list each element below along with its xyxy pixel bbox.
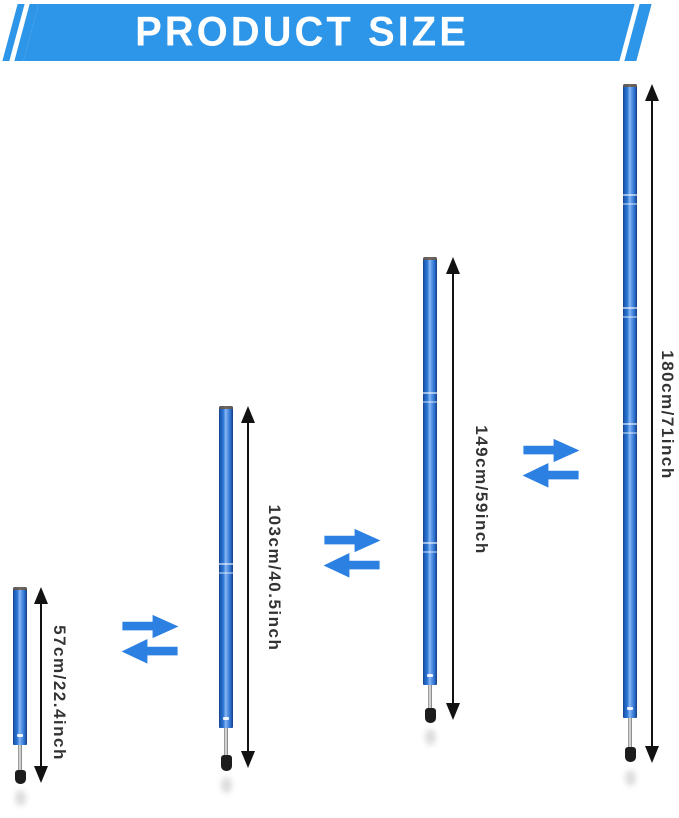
pole-rubber-tip xyxy=(221,755,232,771)
pole-rubber-tip xyxy=(15,770,26,784)
pole-logo-mark xyxy=(223,717,229,720)
size-label-57cm: 57cm/22.4inch xyxy=(50,625,69,761)
size-label-103cm: 103cm/40.5inch xyxy=(265,504,284,652)
pole-103cm xyxy=(219,406,233,728)
pole-bottom-rod xyxy=(428,685,432,710)
pole-57cm xyxy=(13,587,27,745)
pole-bottom-rod xyxy=(18,745,22,772)
pole-bottom-rod xyxy=(628,718,632,749)
pole-joint-seam xyxy=(423,392,437,403)
arrow-down-icon xyxy=(645,746,659,763)
arrow-down-icon xyxy=(241,751,255,768)
pole-149cm xyxy=(423,257,437,685)
arrow-down-icon xyxy=(446,703,460,720)
tip-reflection xyxy=(221,777,232,793)
tip-reflection xyxy=(625,770,636,786)
pole-180cm xyxy=(623,84,637,718)
pole-top-cap xyxy=(623,84,637,87)
measure-arrow-57cm xyxy=(33,587,49,783)
swap-arrows-icon xyxy=(121,614,179,664)
tip-reflection xyxy=(425,729,436,745)
measure-arrow-180cm xyxy=(644,84,660,763)
pole-rubber-tip xyxy=(625,747,636,762)
pole-joint-seam xyxy=(219,563,233,574)
pole-bottom-rod xyxy=(224,728,228,757)
pole-rubber-tip xyxy=(425,708,436,723)
pole-joint-seam xyxy=(623,307,637,318)
measure-arrow-103cm xyxy=(240,406,256,768)
pole-logo-mark xyxy=(427,674,433,677)
swap-arrows-icon xyxy=(323,528,381,578)
size-label-180cm: 180cm/71inch xyxy=(658,350,677,480)
pole-joint-seam xyxy=(623,423,637,434)
pole-joint-seam xyxy=(423,542,437,553)
pole-logo-mark xyxy=(627,707,633,710)
page-title: PRODUCT SIZE xyxy=(135,9,469,55)
size-label-149cm: 149cm/59inch xyxy=(472,425,491,555)
pole-top-cap xyxy=(219,406,233,409)
pole-top-cap xyxy=(423,257,437,260)
tip-reflection xyxy=(15,790,26,806)
swap-arrows-icon xyxy=(522,438,580,488)
pole-joint-seam xyxy=(623,194,637,205)
measure-arrow-149cm xyxy=(445,257,461,720)
arrow-down-icon xyxy=(34,766,48,783)
pole-logo-mark xyxy=(17,734,23,737)
pole-top-cap xyxy=(13,587,27,590)
